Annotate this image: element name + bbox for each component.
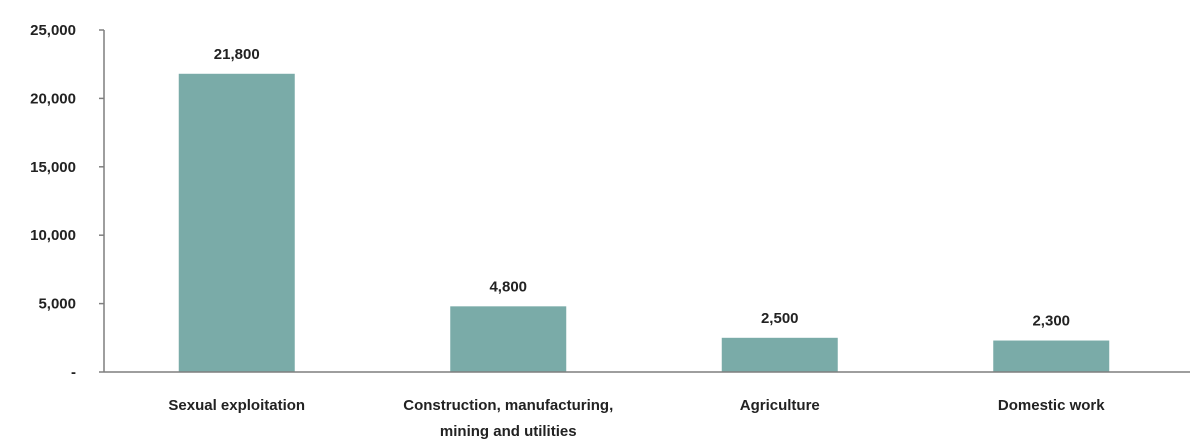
y-tick-label: 5,000 xyxy=(38,296,76,313)
x-axis-labels: Sexual exploitation Construction, manufac… xyxy=(168,397,1105,440)
x-category-label: Construction, manufacturing, mining and u… xyxy=(403,397,613,440)
bar xyxy=(993,340,1110,372)
bar-value-label: 4,800 xyxy=(489,278,527,295)
x-category-label-line: Construction, manufacturing, xyxy=(403,397,613,414)
x-category-label-line: Agriculture xyxy=(740,397,820,414)
bar-value-label: 2,300 xyxy=(1032,313,1070,330)
y-axis-ticks: - 5,000 10,000 15,000 20,000 25,000 xyxy=(30,22,104,381)
bar xyxy=(721,337,838,372)
x-category-label: Domestic work xyxy=(998,397,1105,414)
y-tick-label: 15,000 xyxy=(30,159,76,176)
data-labels: 21,800 4,800 2,500 2,300 xyxy=(214,46,1070,330)
bars xyxy=(178,73,1110,372)
y-tick-label: - xyxy=(71,364,76,381)
x-category-label-line: Domestic work xyxy=(998,397,1105,414)
y-tick-label: 10,000 xyxy=(30,227,76,244)
x-category-label: Sexual exploitation xyxy=(168,397,305,414)
bar-value-label: 21,800 xyxy=(214,46,260,63)
bar xyxy=(178,73,295,372)
bar-value-label: 2,500 xyxy=(761,310,799,327)
x-category-label-line: Sexual exploitation xyxy=(168,397,305,414)
x-category-label-line: mining and utilities xyxy=(440,423,577,440)
y-tick-label: 25,000 xyxy=(30,22,76,39)
bar xyxy=(450,306,567,372)
y-tick-label: 20,000 xyxy=(30,90,76,107)
x-category-label: Agriculture xyxy=(740,397,820,414)
